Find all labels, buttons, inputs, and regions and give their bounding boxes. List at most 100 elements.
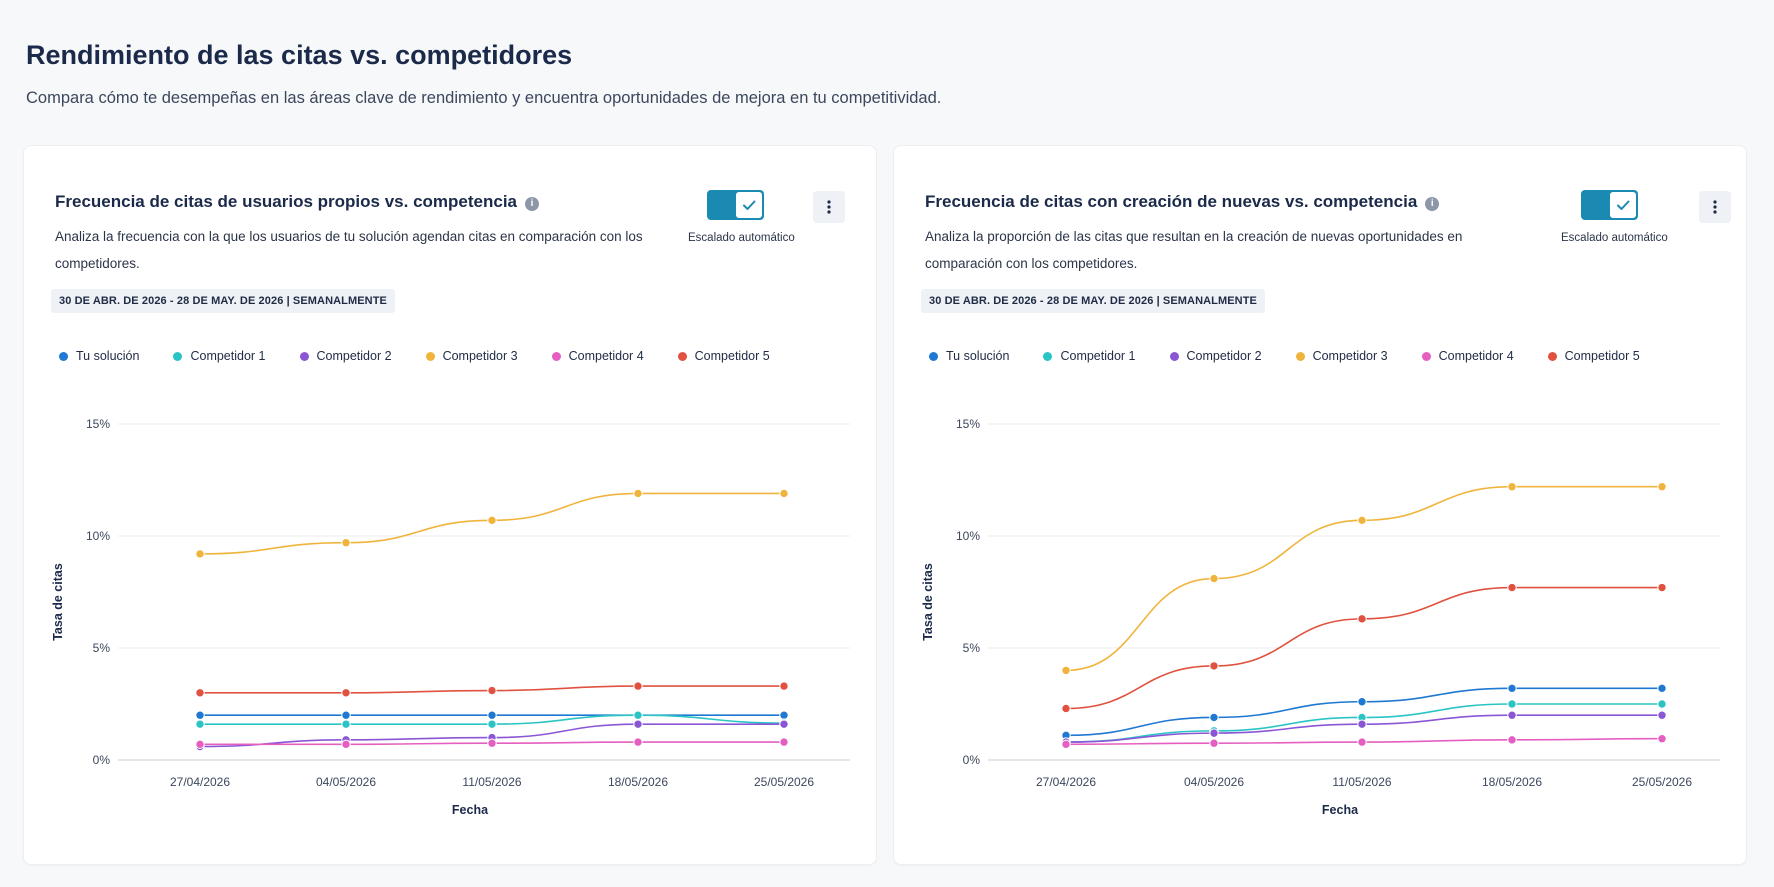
auto-scale-label: Escalado automático (1561, 232, 1668, 244)
y-axis-title: Tasa de citas (51, 563, 65, 641)
data-point-competidor-5[interactable] (1061, 703, 1071, 714)
x-tick-label: 11/05/2026 (462, 775, 521, 789)
data-point-competidor-4[interactable] (341, 739, 351, 750)
legend-item-competidor-4[interactable]: Competidor 4 (1421, 349, 1514, 363)
data-point-tu-solucion[interactable] (1209, 712, 1219, 723)
data-point-competidor-3[interactable] (341, 538, 351, 548)
page-title: Rendimiento de las citas vs. competidore… (26, 40, 573, 70)
data-point-competidor-4[interactable] (1507, 735, 1517, 745)
data-point-competidor-2[interactable] (633, 719, 643, 729)
legend-item-competidor-1[interactable]: Competidor 1 (1043, 349, 1136, 363)
toggle-knob (736, 192, 762, 218)
legend-item-competidor-3[interactable]: Competidor 3 (1295, 349, 1388, 363)
legend-dot (1421, 351, 1431, 361)
legend-item-competidor-2[interactable]: Competidor 2 (1169, 349, 1262, 363)
data-point-competidor-4[interactable] (1657, 734, 1667, 744)
info-icon[interactable]: i (1425, 197, 1440, 211)
y-tick-label: 0% (93, 753, 111, 767)
legend-dot (1295, 351, 1305, 361)
data-point-competidor-2[interactable] (1657, 710, 1667, 720)
legend-dot (551, 351, 561, 361)
data-point-competidor-5[interactable] (1357, 614, 1367, 624)
data-point-tu-solucion[interactable] (1357, 697, 1367, 707)
legend-dot (677, 351, 687, 361)
data-point-competidor-3[interactable] (195, 549, 205, 559)
y-tick-label: 15% (956, 417, 980, 431)
data-point-competidor-3[interactable] (1209, 573, 1219, 584)
data-point-tu-solucion[interactable] (779, 710, 789, 720)
data-point-competidor-3[interactable] (1507, 482, 1517, 492)
data-point-competidor-5[interactable] (195, 688, 205, 698)
kebab-menu-icon (1713, 200, 1717, 214)
data-point-competidor-1[interactable] (195, 719, 205, 729)
data-point-competidor-2[interactable] (1209, 728, 1219, 738)
legend-item-tu-solucion[interactable]: Tu solución (929, 349, 1009, 363)
page-subtitle: Compara cómo te desempeñas en las áreas … (26, 89, 942, 107)
data-point-competidor-2[interactable] (779, 719, 789, 729)
data-point-competidor-2[interactable] (1507, 710, 1517, 720)
data-point-competidor-3[interactable] (487, 515, 497, 526)
data-point-competidor-4[interactable] (1061, 739, 1071, 750)
legend-item-tu-solucion[interactable]: Tu solución (59, 349, 139, 363)
data-point-competidor-5[interactable] (1507, 582, 1517, 593)
data-point-competidor-4[interactable] (195, 739, 205, 750)
x-tick-label: 25/05/2026 (1632, 775, 1692, 789)
data-point-competidor-5[interactable] (1209, 661, 1219, 671)
data-point-competidor-3[interactable] (779, 488, 789, 499)
data-point-competidor-1[interactable] (341, 719, 351, 729)
data-point-competidor-3[interactable] (1657, 482, 1667, 492)
line-chart: 0% 5% 10% 15% 27/04/2026 04/05/2026 11/05/2026… (921, 417, 1720, 817)
data-point-competidor-3[interactable] (633, 488, 643, 499)
legend-item-competidor-4[interactable]: Competidor 4 (551, 349, 644, 363)
y-tick-label: 0% (963, 753, 981, 767)
data-point-competidor-5[interactable] (633, 681, 643, 691)
data-point-competidor-4[interactable] (779, 737, 789, 747)
data-point-competidor-5[interactable] (341, 688, 351, 698)
data-point-competidor-4[interactable] (1357, 737, 1367, 747)
data-point-competidor-2[interactable] (1357, 719, 1367, 729)
data-point-tu-solucion[interactable] (195, 710, 205, 720)
data-point-tu-solucion[interactable] (341, 710, 351, 720)
data-point-competidor-3[interactable] (1357, 515, 1367, 526)
data-point-competidor-1[interactable] (487, 719, 497, 729)
date-range-badge: 30 DE ABR. DE 2026 - 28 DE MAY. DE 2026 … (51, 289, 395, 313)
kebab-menu-icon (827, 200, 831, 214)
more-options-button[interactable] (1699, 191, 1731, 223)
data-point-competidor-1[interactable] (633, 710, 643, 720)
data-point-competidor-4[interactable] (633, 737, 643, 747)
more-options-button[interactable] (813, 191, 845, 223)
check-icon (743, 200, 756, 210)
data-point-competidor-5[interactable] (1657, 582, 1667, 593)
x-tick-label: 11/05/2026 (1332, 775, 1391, 789)
info-icon[interactable]: i (525, 197, 539, 211)
data-point-competidor-4[interactable] (1209, 738, 1219, 748)
legend-item-competidor-5[interactable]: Competidor 5 (1547, 349, 1640, 363)
card-description: Analiza la frecuencia con la que los usu… (55, 229, 643, 271)
data-point-competidor-3[interactable] (1061, 665, 1071, 676)
data-point-competidor-1[interactable] (1507, 699, 1517, 709)
legend-dot (1043, 351, 1053, 361)
y-tick-label: 5% (93, 641, 111, 655)
data-point-tu-solucion[interactable] (1507, 683, 1517, 694)
toggle-knob (1610, 192, 1636, 218)
auto-scale-toggle[interactable] (1581, 190, 1638, 220)
legend-dot (929, 351, 938, 361)
x-axis-title: Fecha (1322, 803, 1359, 817)
data-point-competidor-5[interactable] (487, 685, 497, 696)
y-tick-label: 15% (86, 417, 110, 431)
data-point-competidor-4[interactable] (487, 738, 497, 748)
x-tick-label: 27/04/2026 (1036, 775, 1096, 789)
data-point-competidor-5[interactable] (779, 681, 789, 691)
legend-item-competidor-1[interactable]: Competidor 1 (173, 349, 266, 363)
legend-item-competidor-3[interactable]: Competidor 3 (425, 349, 518, 363)
data-point-tu-solucion[interactable] (1657, 683, 1667, 694)
data-point-competidor-1[interactable] (1657, 699, 1667, 709)
legend-dot (425, 351, 435, 361)
data-point-tu-solucion[interactable] (487, 710, 497, 720)
legend-item-competidor-5[interactable]: Competidor 5 (677, 349, 770, 363)
x-tick-label: 18/05/2026 (608, 775, 668, 789)
chart-legend: Tu solución Competidor 1 Competidor 2 Co… (59, 349, 804, 363)
legend-dot (173, 351, 183, 361)
auto-scale-toggle[interactable] (707, 190, 764, 220)
legend-item-competidor-2[interactable]: Competidor 2 (299, 349, 392, 363)
